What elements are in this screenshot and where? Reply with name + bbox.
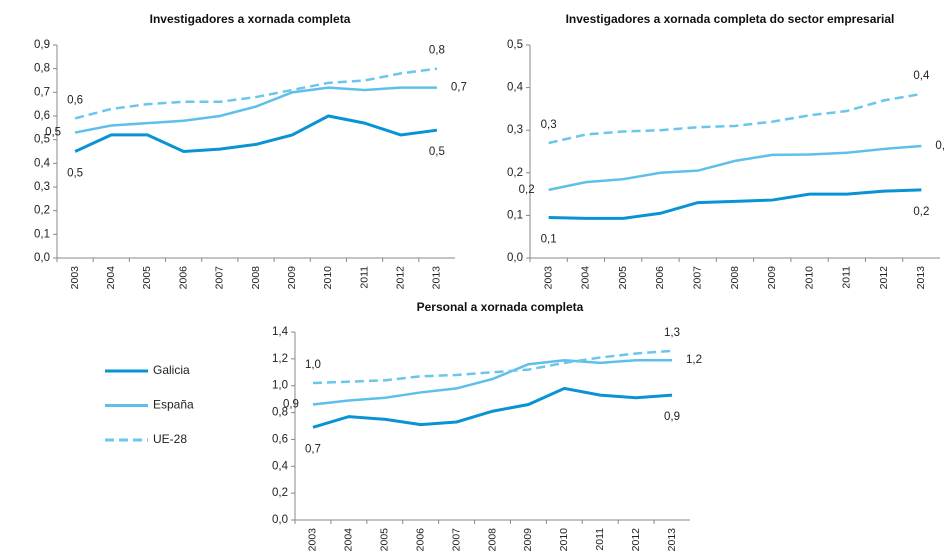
x-tick-label: 2010 — [558, 528, 570, 552]
x-tick-label: 2013 — [666, 528, 678, 552]
x-tick-label: 2007 — [450, 528, 462, 552]
y-tick-label: 0,2 — [34, 205, 50, 217]
y-tick-label: 1,2 — [272, 353, 288, 365]
x-tick-label: 2008 — [250, 266, 262, 290]
y-tick-label: 0,0 — [272, 514, 288, 526]
y-tick-label: 0,0 — [507, 252, 523, 264]
y-tick-label: 0,7 — [34, 86, 50, 98]
x-tick-label: 2005 — [379, 528, 391, 552]
x-tick-label: 2006 — [414, 528, 426, 552]
y-tick-label: 0,4 — [272, 460, 289, 472]
x-tick-label: 2003 — [307, 528, 319, 552]
line-series — [548, 144, 922, 192]
value-label: 0,5 — [67, 168, 83, 180]
value-label: 0,1 — [541, 234, 557, 246]
y-tick-label: 0,5 — [34, 134, 50, 146]
value-label: 1,0 — [305, 359, 321, 371]
line-series — [312, 358, 673, 406]
x-tick-label: 2004 — [105, 266, 117, 290]
y-tick-label: 0,3 — [507, 124, 523, 136]
line-series — [74, 67, 438, 120]
x-tick-label: 2010 — [803, 266, 815, 290]
line-series — [74, 86, 437, 134]
x-tick-label: 2004 — [343, 528, 355, 552]
value-label: 0,5 — [45, 127, 61, 139]
value-label: 0,6 — [67, 94, 83, 106]
y-tick-label: 0,8 — [34, 63, 50, 75]
legend-label: Galicia — [153, 363, 190, 377]
x-tick-label: 2005 — [141, 266, 153, 290]
y-tick-label: 0,6 — [272, 433, 288, 445]
x-tick-label: 2008 — [486, 528, 498, 552]
x-tick-label: 2007 — [692, 266, 704, 290]
y-tick-label: 0,2 — [507, 167, 523, 179]
y-tick-label: 1,0 — [272, 380, 288, 392]
chart-title: Investigadores a xornada completa do sec… — [565, 12, 895, 26]
x-tick-label: 2012 — [878, 266, 890, 290]
value-label: 1,3 — [664, 327, 680, 339]
y-tick-label: 0,1 — [34, 228, 50, 240]
x-tick-label: 2011 — [358, 266, 370, 289]
value-label: 0,4 — [913, 70, 930, 82]
x-tick-label: 2009 — [286, 266, 298, 290]
x-tick-label: 2005 — [617, 266, 629, 290]
y-tick-label: 0,5 — [507, 39, 523, 51]
y-tick-label: 0,3 — [34, 181, 50, 193]
chart-title: Investigadores a xornada completa — [149, 12, 351, 26]
x-tick-label: 2013 — [431, 266, 443, 290]
value-label: 0,5 — [429, 146, 445, 158]
x-tick-label: 2011 — [594, 528, 606, 551]
legend-label: España — [153, 398, 194, 412]
value-label: 1,2 — [686, 354, 702, 366]
x-tick-label: 2003 — [69, 266, 81, 290]
line-series — [312, 386, 673, 429]
y-tick-label: 1,4 — [272, 326, 289, 338]
x-tick-label: 2012 — [630, 528, 642, 552]
legend-label: UE-28 — [153, 432, 187, 446]
x-tick-label: 2012 — [395, 266, 407, 290]
x-tick-label: 2010 — [322, 266, 334, 290]
x-tick-label: 2008 — [729, 266, 741, 290]
line-series — [548, 188, 922, 220]
y-tick-label: 0,4 — [507, 82, 524, 94]
value-label: 0,7 — [305, 443, 321, 455]
x-tick-label: 2011 — [841, 266, 853, 289]
value-label: 0,3 — [541, 119, 557, 131]
y-tick-label: 0,0 — [34, 252, 50, 264]
x-tick-label: 2003 — [542, 266, 554, 290]
chart-title: Personal a xornada completa — [416, 300, 584, 314]
x-tick-label: 2009 — [766, 266, 778, 290]
value-label: 0,7 — [451, 82, 467, 94]
y-tick-label: 0,9 — [34, 39, 50, 51]
line-series — [548, 92, 922, 145]
x-tick-label: 2004 — [580, 266, 592, 290]
value-label: 0,3 — [935, 140, 944, 152]
x-tick-label: 2006 — [654, 266, 666, 290]
line-series — [74, 114, 438, 154]
value-label: 0,9 — [283, 399, 299, 411]
x-tick-label: 2007 — [214, 266, 226, 290]
value-label: 0,9 — [664, 411, 680, 423]
y-tick-label: 0,2 — [272, 487, 288, 499]
y-tick-label: 0,1 — [507, 209, 523, 221]
x-tick-label: 2006 — [177, 266, 189, 290]
y-tick-label: 0,8 — [272, 407, 288, 419]
value-label: 0,2 — [913, 206, 929, 218]
line-series — [312, 349, 673, 385]
y-tick-label: 0,6 — [34, 110, 50, 122]
y-tick-label: 0,4 — [34, 157, 51, 169]
value-label: 0,8 — [429, 45, 445, 57]
x-tick-label: 2013 — [915, 266, 927, 290]
x-tick-label: 2009 — [522, 528, 534, 552]
value-label: 0,2 — [519, 184, 535, 196]
